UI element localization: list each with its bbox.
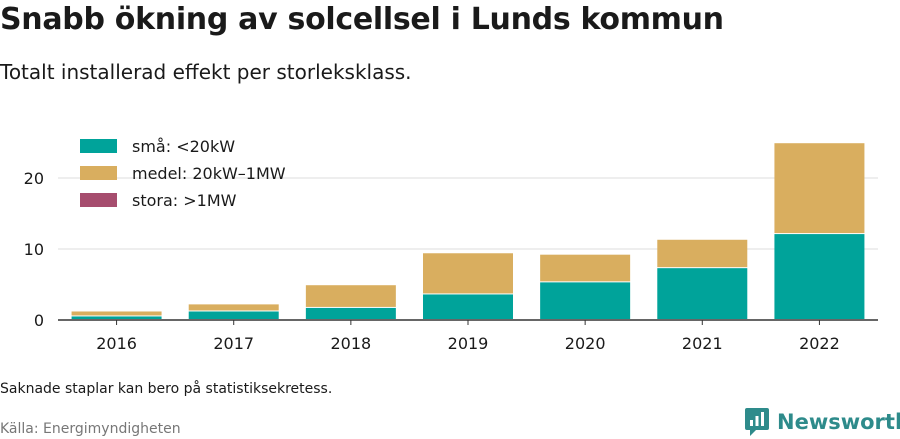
bar-2019-series-1 [423,253,513,294]
x-tick-label: 2018 [330,334,371,353]
bar-2016-series-0 [71,316,162,319]
bar-2017-series-0 [188,311,279,319]
x-tick-label: 2017 [213,334,254,353]
bar-2018-series-0 [305,307,396,319]
x-tick-label: 2020 [565,334,606,353]
x-axis-tick-labels: 2016 2017 2018 2019 2020 2021 2022 [96,334,840,353]
bar-2022-series-1 [774,143,865,234]
bar-2021-series-1 [657,239,748,268]
legend-swatch-2 [80,193,117,207]
y-axis-tick-labels: 0 10 20 [24,169,44,330]
legend-label-2: stora: >1MW [132,191,237,210]
x-tick-label: 2022 [799,334,840,353]
brand-logo: Newsworthy [744,406,900,438]
x-tick-label: 2021 [682,334,723,353]
bar-2016-series-1 [71,311,162,316]
bar-2017-series-1 [188,304,279,311]
stacked-bar-chart: 0 10 20 2016 2017 2018 2019 2020 2021 2022 små: … [24,137,878,353]
chart-subtitle: Totalt installerad effekt per storlekskl… [0,60,412,84]
x-tick-label: 2019 [448,334,489,353]
y-tick-label: 0 [34,311,44,330]
bar-2018-series-1 [305,285,396,307]
y-tick-label: 20 [24,169,44,188]
y-tick-label: 10 [24,240,44,259]
bar-2019-series-0 [423,294,513,319]
legend: små: <20kW medel: 20kW–1MW stora: >1MW [80,137,286,210]
bar-2020-series-1 [540,254,631,282]
footnote: Saknade staplar kan bero på statistiksek… [0,381,333,397]
brand-name: Newsworthy [777,410,900,434]
x-axis [58,319,878,325]
gridlines [58,177,878,250]
source-text: Källa: Energimyndigheten [0,421,181,437]
legend-label-0: små: <20kW [132,137,235,156]
x-tick-label: 2016 [96,334,137,353]
legend-swatch-1 [80,166,117,180]
legend-label-1: medel: 20kW–1MW [132,164,286,183]
legend-swatch-0 [80,139,117,153]
bars [71,143,865,319]
bar-2022-series-0 [774,234,865,319]
newsworthy-logo-icon [745,408,769,436]
chart-title: Snabb ökning av solcellsel i Lunds kommu… [0,2,724,37]
bar-2020-series-0 [540,282,631,319]
bar-2021-series-0 [657,268,748,319]
